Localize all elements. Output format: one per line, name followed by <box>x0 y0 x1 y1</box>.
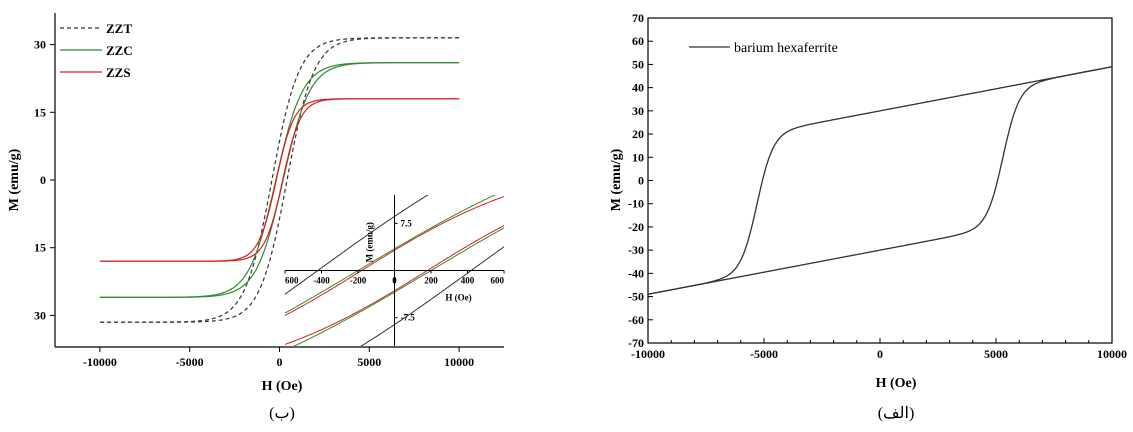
y-tick-label: 30 <box>34 38 46 52</box>
legend-label: ZZC <box>106 43 133 58</box>
inset-x-tick-label: -400 <box>313 276 330 286</box>
y-tick-label: 60 <box>632 34 644 48</box>
legend-label: barium hexaferrite <box>734 41 838 56</box>
y-tick-label: 0 <box>40 173 46 187</box>
x-tick-label: -10000 <box>631 347 665 361</box>
y-tick-label: -60 <box>628 313 644 327</box>
hysteresis-chart-barium-hexaferrite: -10000 -5000 0 5000 10000 70 60 50 40 30 20 10 0 -10 -… <box>609 11 1127 422</box>
y-tick-label: -30 <box>628 243 644 257</box>
x-tick-label: -5000 <box>750 347 778 361</box>
x-axis-label: H (Oe) <box>262 379 303 394</box>
y-tick-label: 50 <box>632 57 644 71</box>
x-tick-label: 10000 <box>444 355 474 369</box>
y-tick-label: 15 <box>34 241 46 255</box>
inset-x-tick-label: -200 <box>350 276 367 286</box>
inset-y-tick-label: -7.5 <box>401 313 416 323</box>
y-tick-label: 20 <box>632 127 644 141</box>
legend-label: ZZS <box>106 65 131 80</box>
inset-x-tick-label: 600 <box>285 276 299 286</box>
inset-y-axis-label: M (emu/g) <box>365 222 375 262</box>
y-axis-label: M (emu/g) <box>609 148 624 211</box>
y-axis-label: M (emu/g) <box>7 148 22 211</box>
y-tick-label: -20 <box>628 220 644 234</box>
chart-left: -10000 -5000 0 5000 10000 30 15 0 15 30 600 -400 -2… <box>0 0 560 432</box>
y-tick-label: 40 <box>632 81 644 95</box>
figure-caption: (الف) <box>878 405 915 422</box>
x-tick-label: 10000 <box>1097 347 1127 361</box>
y-tick-label: -10 <box>628 197 644 211</box>
x-axis-label: H (Oe) <box>876 376 917 391</box>
series-zzt-curve <box>99 37 460 323</box>
y-tick-label: 30 <box>34 308 46 322</box>
inset-x-tick-label: 400 <box>461 276 475 286</box>
y-tick-label: 70 <box>632 11 644 25</box>
series-barium-hexaferrite-lower-branch <box>647 66 1113 295</box>
inset-x-tick-label: 0 <box>392 276 397 286</box>
y-tick-label: 10 <box>632 150 644 164</box>
hysteresis-chart-ferrites: -10000 -5000 0 5000 10000 30 15 0 15 30 600 -400 -2… <box>7 13 505 422</box>
y-tick-label: 15 <box>34 105 46 119</box>
inset-y-tick-label: 7.5 <box>401 218 413 228</box>
inset-x-tick-label: 200 <box>424 276 438 286</box>
series-zzs-curve <box>99 98 460 262</box>
x-tick-label: 5000 <box>357 355 381 369</box>
legend-label: ZZT <box>106 21 132 36</box>
x-tick-label: 0 <box>277 355 283 369</box>
inset-x-tick-label: 600 <box>491 276 505 286</box>
y-tick-label: 0 <box>638 174 644 188</box>
figure-caption: (ب) <box>269 405 295 422</box>
x-tick-label: 5000 <box>984 347 1008 361</box>
series-barium-hexaferrite-upper-branch <box>647 66 1113 295</box>
y-tick-label: -70 <box>628 336 644 350</box>
x-tick-label: -5000 <box>176 355 204 369</box>
y-tick-label: 30 <box>632 104 644 118</box>
y-tick-label: -40 <box>628 266 644 280</box>
plot-frame <box>647 17 1113 344</box>
chart-right: -10000 -5000 0 5000 10000 70 60 50 40 30 20 10 0 -10 -… <box>600 0 1133 432</box>
y-tick-label: -50 <box>628 290 644 304</box>
inset-x-axis-label: H (Oe) <box>445 293 471 303</box>
x-tick-label: -10000 <box>83 355 117 369</box>
x-tick-label: 0 <box>877 347 883 361</box>
